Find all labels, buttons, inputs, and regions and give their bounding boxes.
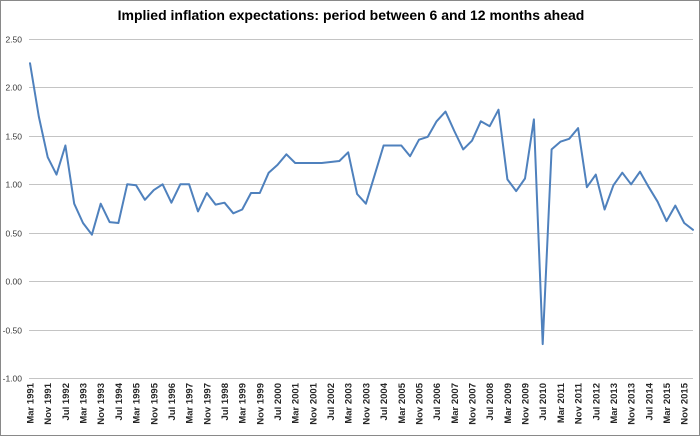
- inflation-series-line: [29, 62, 694, 346]
- x-axis-tick-label: Mar 1999: [238, 383, 249, 424]
- x-axis-tick-label: Nov 2015: [680, 382, 691, 424]
- y-axis-tick-label: 0.00: [5, 277, 22, 287]
- x-axis-tick-label: Nov 2011: [574, 382, 585, 424]
- chart-title: Implied inflation expectations: period b…: [117, 7, 585, 23]
- y-axis-tick-label: 2.00: [5, 83, 22, 93]
- x-axis-tick-label: Mar 2007: [450, 383, 461, 424]
- x-axis-tick-label: Mar 1991: [26, 382, 37, 423]
- x-axis-tick-label: Jul 1996: [167, 383, 178, 421]
- x-axis-tick-label: Nov 2005: [414, 382, 425, 424]
- y-axis-tick-label: 2.50: [5, 35, 22, 45]
- x-axis-tick-label: Jul 2006: [432, 383, 443, 421]
- x-axis-tick-label: Mar 2003: [344, 383, 355, 424]
- x-axis-tick-label: Nov 1999: [255, 383, 266, 425]
- x-axis-tick-label: Nov 2003: [361, 383, 372, 425]
- x-axis-tick-label: Nov 1995: [149, 382, 160, 424]
- x-axis-tick-label: Jul 2004: [379, 382, 390, 420]
- y-axis-tick-label: 0.50: [5, 229, 22, 239]
- x-axis-tick-label: Mar 2009: [503, 383, 514, 424]
- y-axis-tick-label: 1.00: [5, 180, 22, 190]
- x-axis-tick-label: Nov 2007: [468, 383, 479, 425]
- x-axis-tick-label: Mar 1993: [79, 383, 90, 424]
- x-axis-tick-label: Jul 1992: [61, 383, 72, 421]
- x-axis-tick-label: Nov 2001: [308, 382, 319, 424]
- y-axis-tick-label: -0.50: [3, 326, 23, 336]
- x-axis-tick-label: Jul 2014: [644, 382, 655, 420]
- x-axis-tick-label: Mar 2015: [662, 382, 673, 423]
- x-axis-tick-label: Mar 1997: [185, 383, 196, 424]
- y-axis-tick-label: -1.00: [3, 374, 23, 384]
- x-axis-tick-label: Mar 1995: [132, 382, 143, 423]
- x-axis-tick-label: Jul 2000: [273, 383, 284, 421]
- x-axis-tick-label: Mar 2005: [397, 382, 408, 423]
- y-axis-tick-label: 1.50: [5, 132, 22, 142]
- x-axis-tick-label: Nov 1997: [202, 383, 213, 425]
- x-axis-tick-label: Nov 2013: [627, 383, 638, 425]
- x-axis-tick-label: Jul 2008: [485, 383, 496, 421]
- x-axis-tick-label: Jul 2002: [326, 383, 337, 421]
- x-axis-tick-label: Mar 2013: [609, 383, 620, 424]
- x-axis-tick-label: Jul 1998: [220, 383, 231, 421]
- x-axis-tick-label: Jul 2012: [591, 383, 602, 421]
- x-axis-tick-label: Nov 1991: [43, 382, 54, 424]
- x-axis-tick-label: Nov 1993: [96, 383, 107, 425]
- x-axis-tick-label: Nov 2009: [521, 383, 532, 425]
- x-axis-tick-label: Mar 2001: [291, 382, 302, 423]
- x-axis-tick-label: Jul 1994: [114, 382, 125, 420]
- x-axis-tick-label: Mar 2011: [556, 382, 567, 423]
- x-axis-tick-label: Jul 2010: [538, 383, 549, 421]
